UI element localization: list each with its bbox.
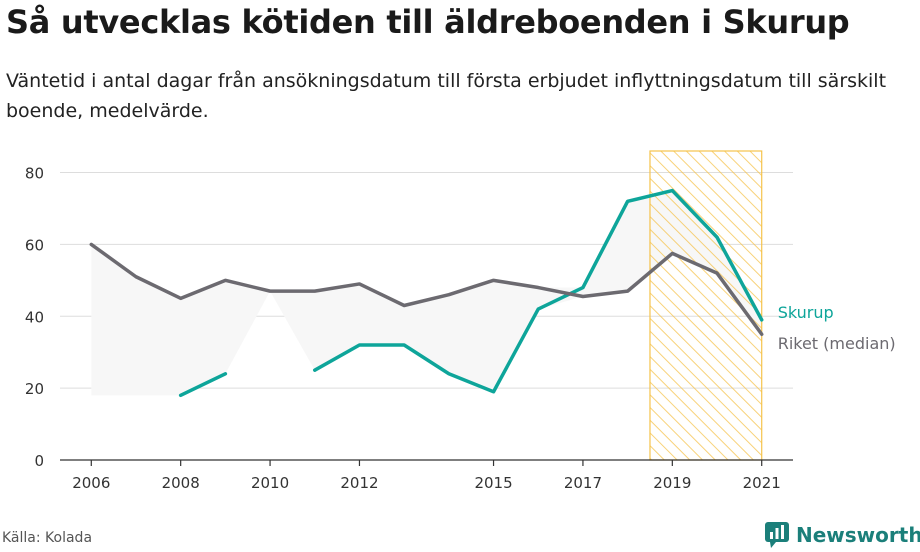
newsworthy-logo-icon xyxy=(765,522,789,548)
series-line xyxy=(89,242,764,336)
series-end-label: Skurup xyxy=(778,303,834,322)
range-band-layer xyxy=(91,190,762,396)
highlight-layer xyxy=(649,150,763,461)
x-tick-label: 2012 xyxy=(340,474,378,492)
x-tick-label: 2010 xyxy=(251,474,289,492)
y-tick-label: 40 xyxy=(25,308,44,326)
brand-name: Newsworthy xyxy=(796,523,920,547)
x-tick-label: 2021 xyxy=(743,474,781,492)
highlight-range xyxy=(649,150,763,461)
brand-logo: Newsworthy xyxy=(764,520,920,550)
y-tick-label: 0 xyxy=(34,452,44,470)
chart-title: Så utvecklas kötiden till äldreboenden i… xyxy=(6,3,850,41)
axis-layer: 0 20 40 60 80 2006 2008 2010 2012 2015 2017 2019 202… xyxy=(25,165,793,492)
y-tick-label: 80 xyxy=(25,165,44,183)
series-label-layer: Skurup Riket (median) xyxy=(778,303,896,353)
y-tick-label: 60 xyxy=(25,236,44,254)
chart-subtitle: Väntetid i antal dagar från ansökningsda… xyxy=(6,70,887,122)
series-line xyxy=(313,188,764,394)
x-tick-label: 2006 xyxy=(72,474,110,492)
x-tick-label: 2008 xyxy=(162,474,200,492)
source-note: Källa: Kolada xyxy=(2,530,93,546)
x-tick-label: 2017 xyxy=(564,474,602,492)
x-tick-label: 2015 xyxy=(474,474,512,492)
series-line xyxy=(178,372,228,398)
x-tick-label: 2019 xyxy=(653,474,691,492)
range-band xyxy=(91,190,762,396)
series-layer xyxy=(89,188,764,398)
series-end-label: Riket (median) xyxy=(778,334,896,353)
y-tick-label: 20 xyxy=(25,380,44,398)
